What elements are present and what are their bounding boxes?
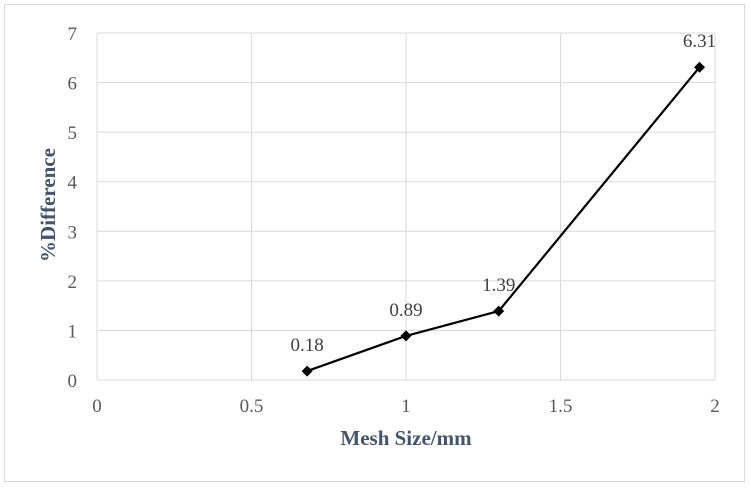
series-line-group — [301, 61, 706, 377]
y-axis-ticks: 0 1 2 3 4 5 6 7 — [68, 24, 78, 392]
y-tick-label: 1 — [68, 321, 78, 342]
data-point-marker — [493, 305, 505, 317]
x-axis-title: Mesh Size/mm — [340, 426, 472, 450]
chart-frame — [4, 4, 745, 482]
y-tick-label: 5 — [68, 123, 78, 144]
data-labels: 0.18 0.89 1.39 6.31 — [290, 31, 716, 356]
y-tick-label: 3 — [68, 222, 78, 243]
y-tick-label: 4 — [68, 173, 78, 194]
grid-lines — [96, 32, 716, 381]
data-point-label: 0.18 — [290, 335, 323, 356]
series-line — [306, 66, 701, 373]
data-point-marker — [694, 61, 706, 73]
y-tick-label: 0 — [68, 371, 78, 392]
x-tick-label: 0.5 — [240, 396, 264, 417]
data-point-label: 0.89 — [389, 300, 422, 321]
data-point-marker — [301, 365, 313, 377]
x-tick-label: 2 — [710, 396, 720, 417]
data-point-marker — [400, 330, 412, 342]
data-point-label: 1.39 — [482, 275, 515, 296]
y-tick-label: 7 — [68, 24, 78, 45]
x-tick-label: 0 — [92, 396, 102, 417]
x-tick-label: 1.5 — [549, 396, 573, 417]
data-point-label: 6.31 — [683, 31, 716, 52]
x-axis-ticks: 0 0.5 1 1.5 2 — [92, 396, 720, 417]
y-axis-title: %Difference — [36, 148, 60, 262]
y-tick-label: 2 — [68, 272, 78, 293]
x-tick-label: 1 — [401, 396, 411, 417]
y-tick-label: 6 — [68, 74, 78, 95]
